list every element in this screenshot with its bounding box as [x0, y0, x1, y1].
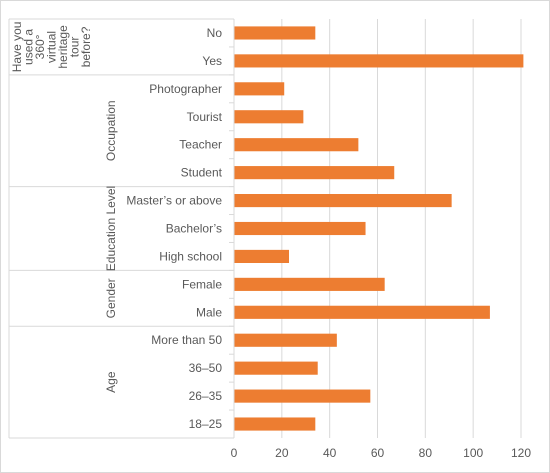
group-label-line: heritage [56, 25, 70, 69]
category-label: More than 50 [151, 333, 222, 347]
category-label: Female [182, 277, 222, 291]
group-label: Education Level [104, 186, 118, 271]
category-label: Male [196, 305, 222, 319]
group-label-line: before? [79, 26, 93, 67]
x-tick-label: 120 [511, 446, 531, 460]
x-tick-label: 40 [323, 446, 337, 460]
bar [234, 26, 316, 40]
x-tick-label: 100 [463, 446, 483, 460]
group-label-line: 360° [33, 34, 47, 59]
bar [234, 221, 366, 236]
bar [234, 110, 304, 124]
category-label: Photographer [149, 82, 222, 96]
bar [234, 389, 371, 403]
bar [234, 305, 490, 319]
x-tick-label: 0 [231, 446, 238, 460]
group-label-line: used a [22, 29, 36, 65]
group-label-line: virtual [45, 31, 59, 63]
group-label: Occupation [104, 100, 118, 161]
group-label: Age [104, 371, 118, 393]
bar [234, 138, 359, 152]
bar [234, 333, 337, 347]
x-tick-label: 20 [275, 446, 289, 460]
category-label: Student [181, 166, 223, 180]
bar [234, 54, 524, 68]
category-label: High school [159, 249, 222, 263]
category-label: Bachelor’s [166, 222, 222, 236]
bar [234, 417, 316, 431]
bar [234, 166, 395, 180]
group-label-line: tour [68, 37, 82, 58]
group-label-line: Have you [10, 22, 24, 73]
bar [234, 249, 290, 263]
x-tick-label: 60 [371, 446, 385, 460]
bar [234, 82, 285, 96]
bar [234, 361, 318, 375]
bar [234, 277, 385, 291]
category-label: No [207, 26, 223, 40]
category-label: Yes [202, 54, 222, 68]
category-label: Teacher [179, 138, 222, 152]
bar [234, 194, 452, 208]
x-tick-label: 80 [419, 446, 433, 460]
category-label: 26–35 [189, 389, 223, 403]
category-label: Tourist [187, 110, 223, 124]
category-label: Master’s or above [126, 194, 222, 208]
group-label: Gender [104, 278, 118, 318]
category-label: 18–25 [189, 417, 223, 431]
category-label: 36–50 [189, 361, 223, 375]
